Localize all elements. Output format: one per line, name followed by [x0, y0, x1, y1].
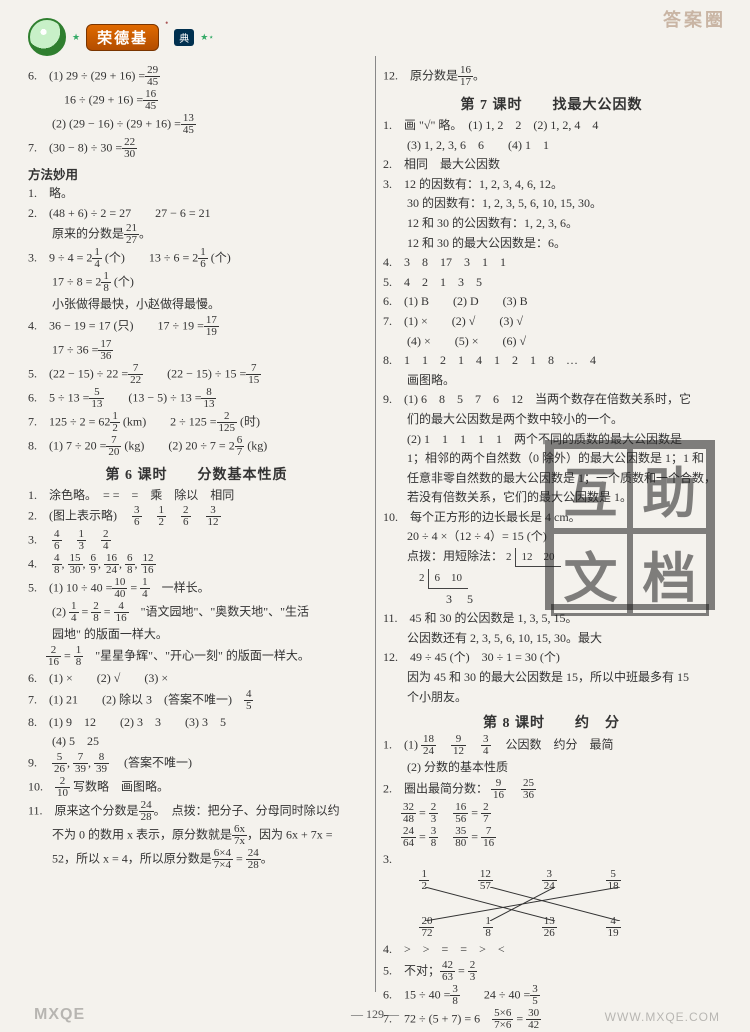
text-line: (3) 1, 2, 3, 6 6 (4) 1 1	[383, 136, 720, 155]
text-line: 8. (1) 9 12 (2) 3 3 (3) 3 5	[28, 713, 365, 732]
text-line: 1. 画 "√" 略。 (1) 1, 2 2 (2) 1, 2, 4 4	[383, 116, 720, 135]
text-line: 4. > > = = > <	[383, 940, 720, 959]
brand-suffix: 典	[174, 29, 194, 46]
matching-diagram: 12 1257 324 518 2072 18 1326 419	[395, 869, 645, 939]
text-line: 11. 原来这个分数是2428。 点拨：把分子、分母同时除以约	[28, 800, 365, 823]
text-line: 3 5	[383, 590, 720, 609]
text-line: 30 的因数有：1, 2, 3, 5, 6, 10, 15, 30。	[383, 194, 720, 213]
text-line: 个小朋友。	[383, 688, 720, 707]
text-line: (2) 分数的基本性质	[383, 758, 720, 777]
page: 答案圈 ★ 荣德基 • 典 ★⋆ 6. (1) 29 ÷ (29 + 16) =…	[0, 0, 750, 1032]
text-line: 1. (1) 1824 912 34 公因数 约分 最简	[383, 734, 720, 757]
text-line: 1. 涂色略。 = = = 乘 除以 相同	[28, 486, 365, 505]
section-8-title: 第 8 课时 约 分	[383, 712, 720, 732]
text-line: 因为 45 和 30 的最大公因数是 15，所以中班最多有 15	[383, 668, 720, 687]
text-line: 4. 36 − 19 = 17 (只) 17 ÷ 19 =1719	[28, 315, 365, 338]
text-line: 小张做得最快，小赵做得最慢。	[28, 295, 365, 314]
text-line: 5. 4 2 1 3 5	[383, 273, 720, 292]
text-line: 20 ÷ 4 ×（12 ÷ 4）= 15 (个)	[383, 527, 720, 546]
text-line: 们的最大公因数是两个数中较小的一个。	[383, 410, 720, 429]
star-icon: ★⋆	[200, 32, 214, 43]
text-line: 公因数还有 2, 3, 5, 6, 10, 15, 30。最大	[383, 629, 720, 648]
column-divider	[375, 56, 376, 992]
text-line: 12 和 30 的最大公因数是：6。	[383, 234, 720, 253]
text-line: 9. 526, 739, 839 (答案不唯一)	[28, 752, 365, 775]
text-line: 6. (1) B (2) D (3) B	[383, 292, 720, 311]
text-line: (4) 5 25	[28, 732, 365, 751]
text-line: 2464 = 38 3580 = 716	[383, 826, 720, 849]
text-line: (2) 1 1 1 1 1 两个不同的质数的最大公因数是	[383, 430, 720, 449]
text-line: 园地" 的版面一样大。	[28, 625, 365, 644]
watermark-top-right: 答案圈	[663, 6, 726, 32]
content-columns: 6. (1) 29 ÷ (29 + 16) =2945 16 ÷ (29 + 1…	[28, 64, 720, 1004]
text-line: 6. 15 ÷ 40 =38 24 ÷ 40 =35	[383, 984, 720, 1007]
watermark-bottom-right: WWW.MXQE.COM	[605, 1010, 720, 1024]
text-line: (2) 14 = 28 = 416 "语文园地"、"奥数天地"、"生活	[28, 601, 365, 624]
text-line: 12. 49 ÷ 45 (个) 30 ÷ 1 = 30 (个)	[383, 648, 720, 667]
text-line: 7. 125 ÷ 2 = 6212 (km) 2 ÷ 125 =2125 (时)	[28, 411, 365, 434]
dot-icon: •	[165, 18, 168, 28]
text-line: 1；相邻的两个自然数（0 除外）的最大公因数是 1；1 和	[383, 449, 720, 468]
text-line: 52，所以 x = 4，所以原分数是6×47×4 = 2428。	[28, 848, 365, 871]
text-line: 任意非零自然数的最大公因数是 1；一个质数和一个合数，	[383, 469, 720, 488]
text-line: 若没有倍数关系，它们的最大公因数是 1。	[383, 488, 720, 507]
text-line: 6. 5 ÷ 13 =513 (13 − 5) ÷ 13 =813	[28, 387, 365, 410]
text-line: 2. (48 + 6) ÷ 2 = 27 27 − 6 = 21	[28, 204, 365, 223]
text-line: 7. (30 − 8) ÷ 30 =2230	[28, 137, 365, 160]
text-line: 1. 略。	[28, 184, 365, 203]
header-logo-bar: ★ 荣德基 • 典 ★⋆	[28, 18, 720, 56]
text-line: 2. 圈出最简分数： 916 2536	[383, 778, 720, 801]
text-line: 11. 45 和 30 的公因数是 1, 3, 5, 15。	[383, 609, 720, 628]
text-line: 6. (1) × (2) √ (3) ×	[28, 669, 365, 688]
text-line: 5. 不对；4263 = 23	[383, 960, 720, 983]
text-line: 12 和 30 的公因数有：1, 2, 3, 6。	[383, 214, 720, 233]
q3-label: 3.	[383, 850, 720, 869]
text-line: 画图略。	[383, 371, 720, 390]
mascot-icon	[28, 18, 66, 56]
method-title: 方法妙用	[28, 164, 365, 183]
text-line: 2. 相同 最大公因数	[383, 155, 720, 174]
text-line: 8. (1) 7 ÷ 20 =720 (kg) (2) 20 ÷ 7 = 267…	[28, 435, 365, 458]
right-column: 12. 原分数是1617。 第 7 课时 找最大公因数 1. 画 "√" 略。 …	[383, 64, 720, 1004]
text-line: 3. 12 的因数有：1, 2, 3, 4, 6, 12。	[383, 175, 720, 194]
text-line: 17 ÷ 36 =1736	[28, 339, 365, 362]
text-line: 3. 9 ÷ 4 = 214 (个) 13 ÷ 6 = 216 (个)	[28, 247, 365, 270]
text-line: 9. (1) 6 8 5 7 6 12 当两个数存在倍数关系时，它	[383, 390, 720, 409]
text-line: 4. 48, 1530, 69, 1624, 68, 1216	[28, 553, 365, 576]
text-line: 2 6 10	[383, 568, 720, 588]
text-line: 6. (1) 29 ÷ (29 + 16) =2945	[28, 65, 365, 88]
text-line: 3. 46 13 24	[28, 529, 365, 552]
text-line: 3248 = 23 1656 = 27	[383, 802, 720, 825]
text-line: 点拨：用短除法： 2 12 20	[383, 547, 720, 567]
text-line: 8. 1 1 2 1 4 1 2 1 8 … 4	[383, 351, 720, 370]
text-line: 10. 210 写数略 画图略。	[28, 776, 365, 799]
section-7-title: 第 7 课时 找最大公因数	[383, 94, 720, 114]
watermark-bottom-left: MXQE	[34, 1006, 85, 1024]
text-line: 5. (22 − 15) ÷ 22 =722 (22 − 15) ÷ 15 =7…	[28, 363, 365, 386]
text-line: 2. (图上表示略) 36 12 26 312	[28, 505, 365, 528]
star-icon: ★	[72, 32, 80, 43]
text-line: 原来的分数是2127。	[28, 223, 365, 246]
text-line: 7. (1) × (2) √ (3) √	[383, 312, 720, 331]
text-line: 10. 每个正方形的边长最长是 4 cm。	[383, 508, 720, 527]
text-line: 7. (1) 21 (2) 除以 3 (答案不唯一) 45	[28, 689, 365, 712]
text-line: 5. (1) 10 ÷ 40 =1040 = 14 一样长。	[28, 577, 365, 600]
text-line: 216 = 18 "星星争辉"、"开心一刻" 的版面一样大。	[28, 645, 365, 668]
text-line: 4. 3 8 17 3 1 1	[383, 253, 720, 272]
short-division-table: 12 20	[515, 548, 561, 567]
text-line: 16 ÷ (29 + 16) =1645	[28, 89, 365, 112]
left-column: 6. (1) 29 ÷ (29 + 16) =2945 16 ÷ (29 + 1…	[28, 64, 365, 1004]
text-line: (2) (29 − 16) ÷ (29 + 16) =1345	[28, 113, 365, 136]
text-line: (4) × (5) × (6) √	[383, 332, 720, 351]
brand-name: 荣德基	[86, 24, 159, 51]
text-line: 不为 0 的数用 x 表示，原分数就是6x7x，因为 6x + 7x =	[28, 824, 365, 847]
text-line: 12. 原分数是1617。	[383, 65, 720, 88]
section-6-title: 第 6 课时 分数基本性质	[28, 464, 365, 484]
text-line: 17 ÷ 8 = 218 (个)	[28, 271, 365, 294]
